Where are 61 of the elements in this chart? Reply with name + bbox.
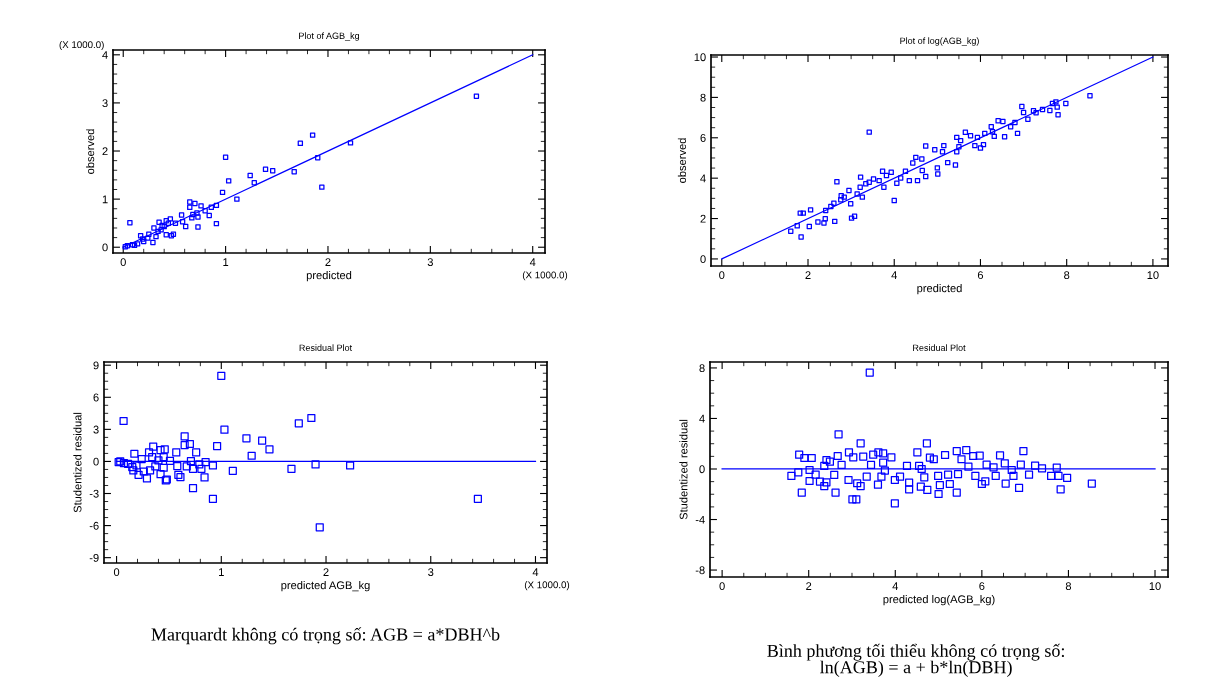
y-tick-label: 0: [93, 457, 99, 466]
x-tick-label: 6: [977, 271, 984, 280]
chart-title: Residual Plot: [299, 344, 353, 351]
x-tick-label: 4: [529, 258, 536, 266]
y-tick-label: -9: [89, 553, 99, 562]
x-tick-label: 6: [979, 582, 985, 591]
text: (X 1000.0): [524, 581, 570, 591]
x-tick-label: 4: [892, 582, 899, 590]
x-tick-label: 1: [223, 258, 229, 266]
y-tick-label: 6: [700, 134, 706, 142]
text: Bình phương tối thiểu không có trọng số: ln(AGB) = a + b*ln(DBH): [767, 643, 1064, 677]
y-tick-label: 8: [699, 364, 705, 373]
x-tick-label: 0: [719, 582, 725, 591]
x-tick-label: 1: [219, 568, 224, 576]
y-tick-label: 6: [93, 393, 99, 402]
y-tick-label: -8: [695, 566, 705, 575]
y-axis-title: Studentized residual: [73, 412, 82, 513]
x-tick-label: 2: [323, 568, 329, 576]
y-axis-title: observed: [677, 138, 687, 183]
x-axis-title: predicted: [917, 284, 962, 295]
y-tick-label: 3: [102, 99, 108, 108]
y-tick-label: 2: [102, 147, 108, 156]
y-tick-label: -6: [89, 521, 99, 530]
y-tick-label: 3: [93, 425, 99, 434]
y-tick-label: 4: [699, 414, 705, 423]
x-tick-label: 4: [532, 568, 539, 576]
x-axis-title: predicted AGB_kg: [281, 581, 370, 592]
chart-title: Plot of AGB_kg: [299, 32, 360, 41]
x-tick-label: 3: [427, 258, 433, 267]
y-tick-label: -3: [89, 489, 99, 498]
text: (X 1000.0): [522, 271, 568, 281]
x-tick-label: 8: [1065, 582, 1072, 591]
y-tick-label: 2: [700, 214, 706, 223]
y-tick-label: 8: [700, 93, 706, 102]
x-tick-label: 3: [428, 568, 434, 577]
y-tick-label: 10: [694, 53, 706, 62]
x-tick-label: 0: [113, 568, 120, 577]
x-tick-label: 0: [719, 271, 725, 280]
y-tick-label: 0: [102, 243, 108, 252]
y-tick-label: -4: [695, 515, 705, 524]
x-tick-label: 10: [1147, 271, 1159, 280]
x-tick-label: 8: [1064, 271, 1070, 280]
text: (X 1000.0): [59, 40, 104, 50]
y-axis-title: Studentized residual: [679, 419, 688, 520]
text: Marquardt không có trọng số: AGB = a*DBH^b: [151, 627, 500, 645]
chart-title: Plot of log(AGB_kg): [900, 37, 979, 46]
x-tick-label: 2: [806, 582, 812, 590]
x-axis-title: predicted: [306, 271, 352, 282]
chart-title: Residual Plot: [913, 344, 966, 351]
y-tick-label: 4: [102, 51, 108, 59]
y-tick-label: 9: [93, 361, 99, 370]
y-axis-title: observed: [86, 129, 95, 174]
x-tick-label: 10: [1149, 582, 1161, 591]
x-tick-label: 2: [805, 271, 811, 279]
y-tick-label: 4: [700, 174, 706, 183]
x-tick-label: 0: [120, 258, 126, 267]
y-tick-label: 1: [102, 195, 108, 204]
y-tick-label: 0: [699, 465, 705, 474]
x-tick-label: 4: [891, 271, 897, 279]
x-axis-title: predicted log(AGB_kg): [883, 595, 995, 606]
x-tick-label: 2: [325, 258, 331, 266]
